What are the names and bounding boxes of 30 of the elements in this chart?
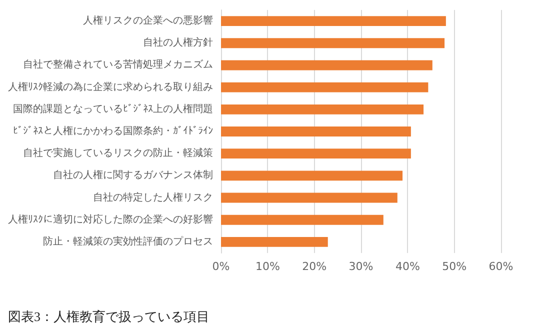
x-tick-label: 30% [348,260,374,273]
bar [221,192,398,203]
y-tick-label: ﾋﾞｼﾞﾈｽと人権にかかわる国際条約・ｶﾞｲﾄﾞﾗｲﾝ [13,125,213,137]
y-tick-label: 人権ﾘｽｸに適切に対応した際の企業への好影響 [8,213,213,226]
y-tick-label: 国際的課題となっているﾋﾞｼﾞﾈｽ上の人権問題 [13,102,213,115]
x-tick-label: 0% [212,260,230,273]
bar [221,170,403,181]
bar [221,148,411,159]
bar [221,16,446,26]
y-tick-label: 自社の人権に関するガバナンス体制 [53,169,213,182]
y-tick-label: 人権リスクの企業への悪影響 [83,14,213,27]
bar [221,236,328,247]
x-tick-label: 50% [442,260,467,273]
x-tick-label: 40% [395,260,420,273]
y-tick-label: 自社の特定した人権リスク [93,191,213,204]
bar [221,126,411,136]
x-tick-label: 60% [488,260,514,273]
x-tick-label: 10% [255,260,280,273]
bar [221,214,384,225]
bar [221,38,445,48]
bar [221,60,432,70]
y-tick-label: 人権ﾘｽｸ軽減の為に企業に求められる取り組み [8,80,213,93]
bar [221,82,428,92]
bar [221,104,424,114]
y-tick-label: 自社の人権方針 [143,36,213,49]
y-tick-label: 防止・軽減策の実効性評価のプロセス [43,235,213,248]
x-tick-label: 20% [302,260,327,273]
y-tick-label: 自社で実施しているリスクの防止・軽減策 [23,147,213,160]
y-tick-label: 自社で整備されている苦情処理メカニズム [23,58,213,71]
text: 図表3：人権教育で扱っている項目 [8,308,210,326]
